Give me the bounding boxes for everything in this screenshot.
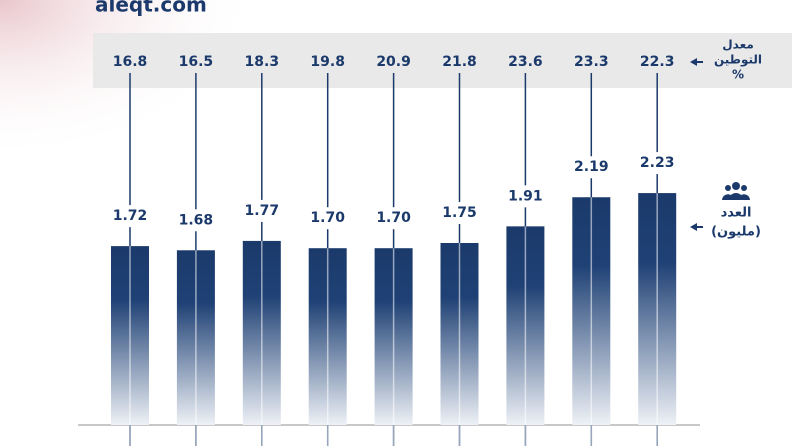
label-bg: [635, 152, 680, 175]
rate-bg: [635, 51, 680, 73]
rate-value: 21.8: [442, 54, 477, 70]
rate-bg: [305, 51, 350, 73]
rate-bg: [503, 51, 548, 73]
label-bg: [371, 207, 416, 230]
arrow: [690, 58, 703, 66]
value-label: 1.72: [113, 208, 148, 224]
rate-label: التوطين: [714, 53, 762, 68]
label-bg: [569, 156, 614, 179]
value-label: 1.75: [442, 205, 477, 221]
rate-bg: [108, 51, 152, 73]
label-bg: [173, 209, 218, 232]
arrow: [690, 223, 703, 231]
value-label: 1.68: [179, 212, 214, 228]
site-name: aleqt.com: [95, 0, 207, 17]
rate-bg: [437, 51, 482, 73]
rate-value: 18.3: [245, 54, 280, 70]
label-bg: [239, 199, 284, 222]
count-label: (مليون): [711, 225, 761, 240]
rate-value: 22.3: [640, 54, 675, 70]
rate-value: 20.9: [376, 54, 411, 70]
rate-value: 23.6: [508, 54, 543, 70]
rate-bg: [371, 51, 416, 73]
rate-value: 19.8: [310, 54, 345, 70]
rate-value: 23.3: [574, 54, 609, 70]
rate-label: معدل: [722, 38, 754, 52]
value-label: 2.19: [574, 159, 609, 175]
rate-value: 16.8: [113, 54, 148, 70]
people-icon: [722, 182, 750, 200]
value-label: 1.91: [508, 188, 543, 204]
rate-bg: [239, 51, 284, 73]
rate-label: %: [732, 68, 744, 82]
count-label: العدد: [721, 206, 752, 221]
value-label: 1.70: [376, 210, 411, 226]
rate-value: 16.5: [179, 54, 214, 70]
rate-bg: [173, 51, 218, 73]
rate-bg: [569, 51, 614, 73]
label-bg: [108, 205, 152, 228]
label-bg: [437, 202, 482, 224]
label-bg: [305, 207, 350, 230]
value-label: 2.23: [640, 155, 675, 171]
value-label: 1.70: [310, 210, 345, 226]
label-bg: [503, 185, 548, 208]
value-label: 1.77: [245, 203, 280, 219]
